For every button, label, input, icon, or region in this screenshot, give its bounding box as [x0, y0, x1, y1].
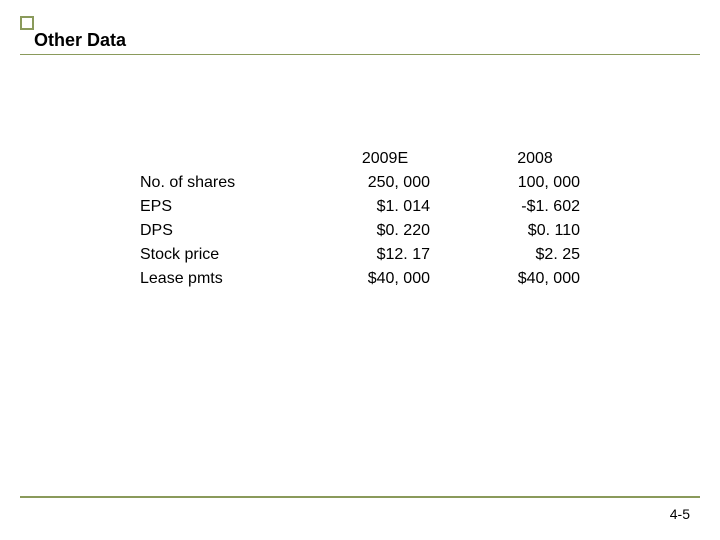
- row-value: $1. 014: [310, 198, 460, 216]
- table-header-col2: 2008: [460, 150, 610, 168]
- table-row: Stock price $12. 17 $2. 25: [140, 246, 610, 264]
- title-underline: [20, 54, 700, 55]
- row-label: Lease pmts: [140, 270, 310, 288]
- table-row: DPS $0. 220 $0. 110: [140, 222, 610, 240]
- row-value: 250, 000: [310, 174, 460, 192]
- table-header-col1: 2009E: [310, 150, 460, 168]
- row-value: $40, 000: [460, 270, 610, 288]
- data-table: 2009E 2008 No. of shares 250, 000 100, 0…: [140, 150, 610, 288]
- page-number: 4-5: [670, 506, 690, 522]
- row-label: DPS: [140, 222, 310, 240]
- row-label: No. of shares: [140, 174, 310, 192]
- row-label: EPS: [140, 198, 310, 216]
- table-header-row: 2009E 2008: [140, 150, 610, 168]
- row-value: $2. 25: [460, 246, 610, 264]
- table-header-blank: [140, 150, 310, 168]
- row-value: $0. 220: [310, 222, 460, 240]
- row-value: $40, 000: [310, 270, 460, 288]
- row-value: 100, 000: [460, 174, 610, 192]
- accent-square: [20, 16, 34, 30]
- row-value: $0. 110: [460, 222, 610, 240]
- row-value: $12. 17: [310, 246, 460, 264]
- table-row: Lease pmts $40, 000 $40, 000: [140, 270, 610, 288]
- table-row: EPS $1. 014 -$1. 602: [140, 198, 610, 216]
- footer-rule: [20, 496, 700, 498]
- table-row: No. of shares 250, 000 100, 000: [140, 174, 610, 192]
- row-value: -$1. 602: [460, 198, 610, 216]
- page-title: Other Data: [34, 30, 132, 51]
- row-label: Stock price: [140, 246, 310, 264]
